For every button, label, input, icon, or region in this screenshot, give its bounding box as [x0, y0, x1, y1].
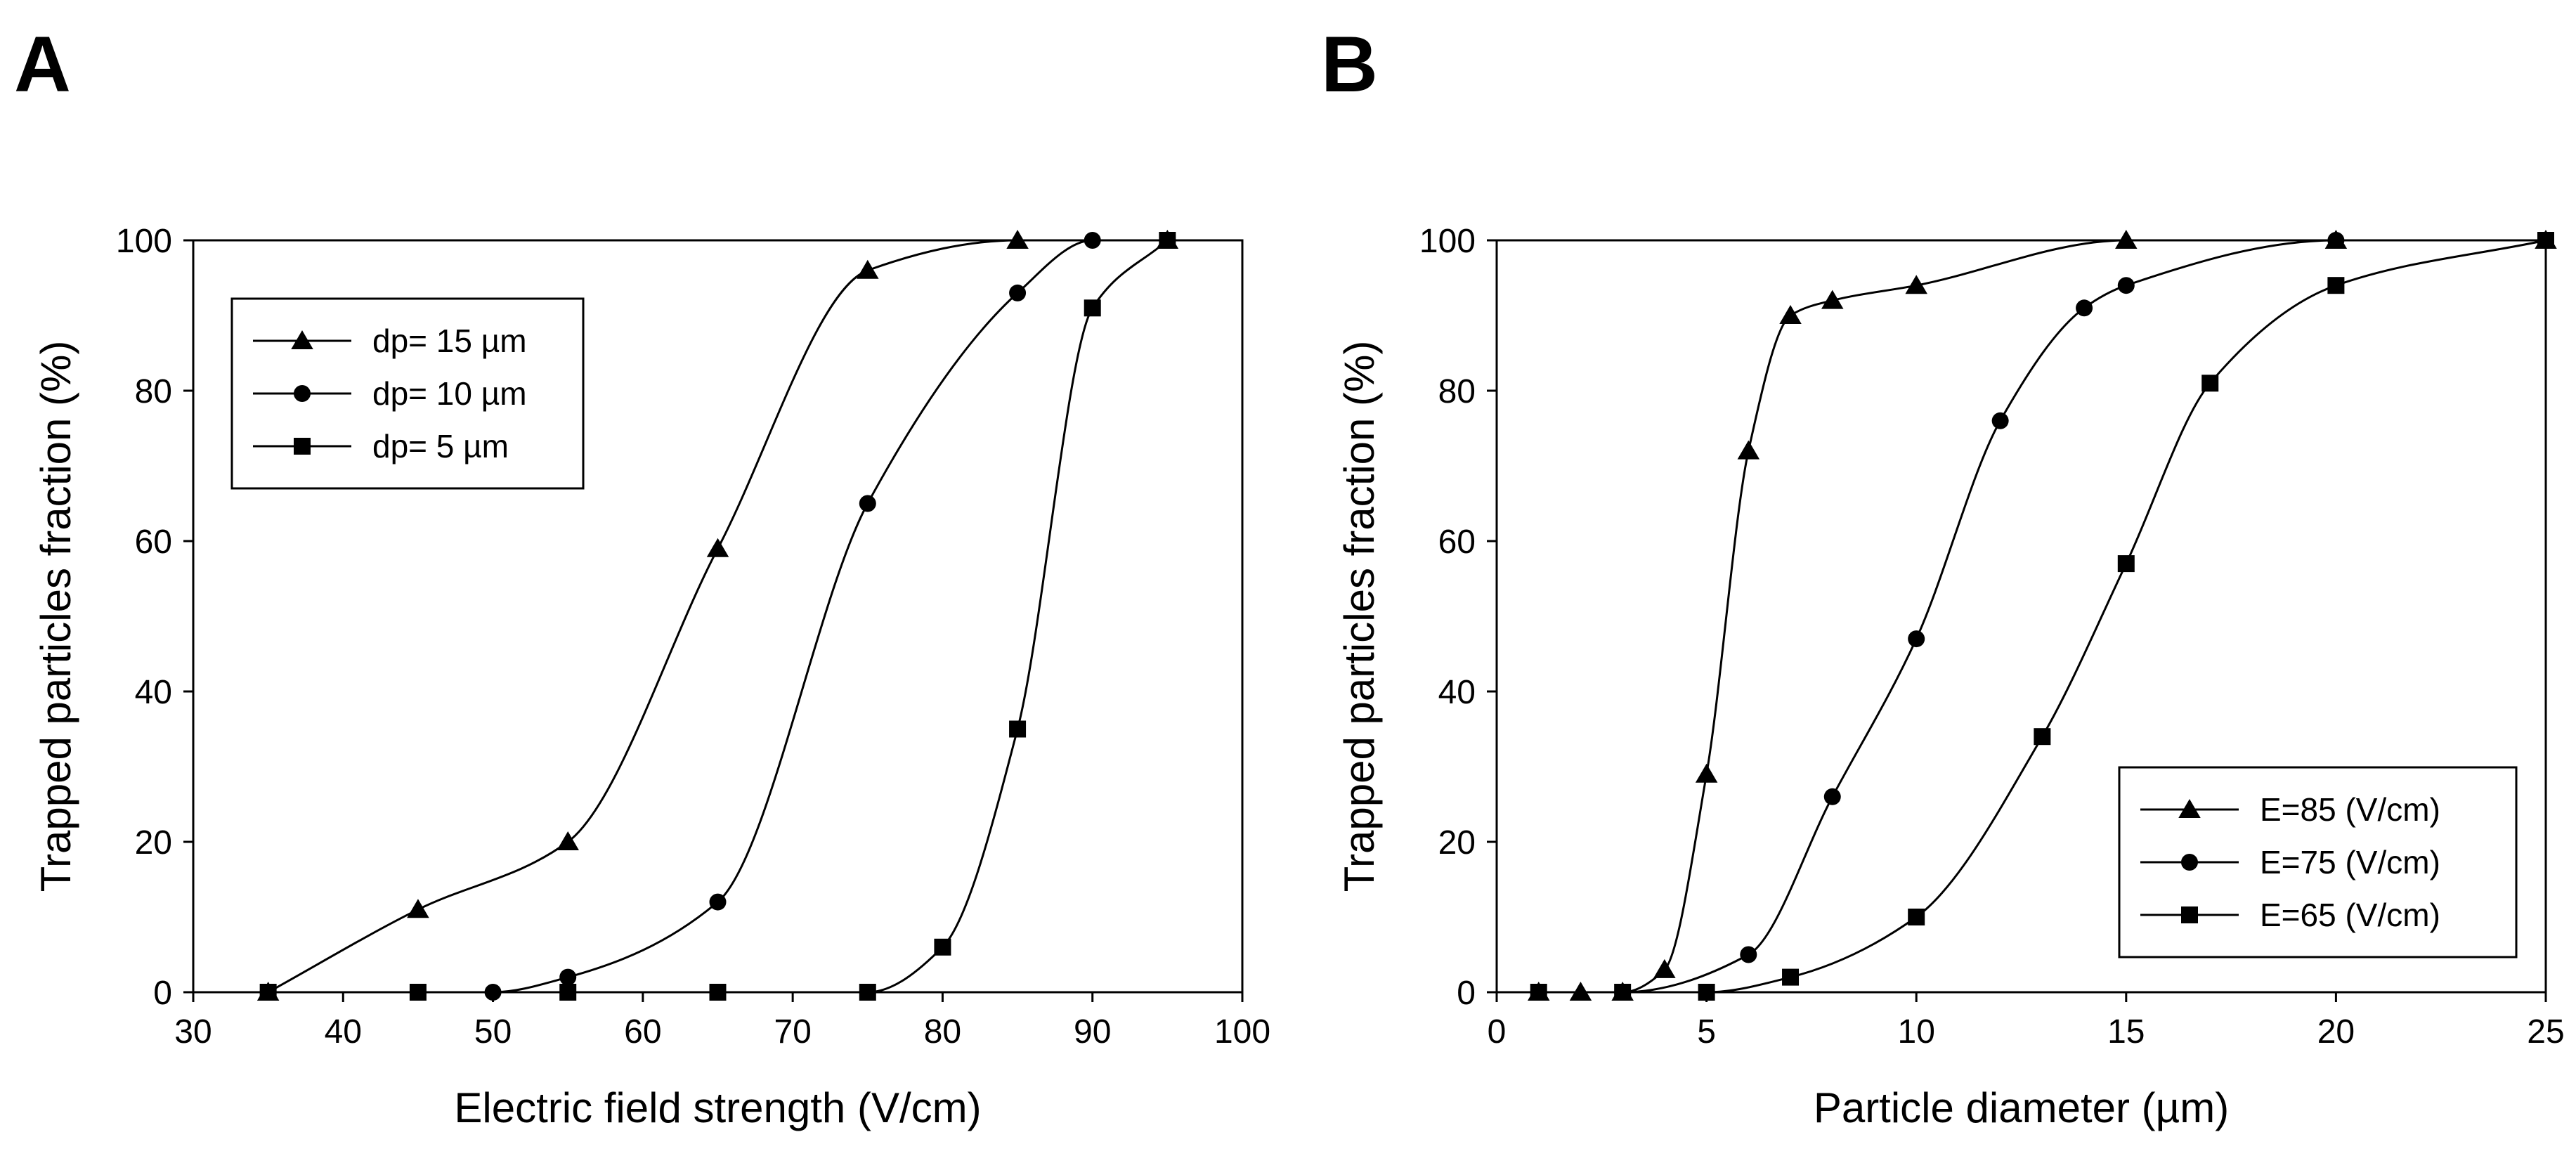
y-tick-label: 0: [153, 975, 172, 1012]
data-point: [2117, 555, 2135, 573]
data-point: [859, 495, 876, 512]
data-point: [559, 968, 577, 986]
data-point: [1737, 440, 1760, 460]
data-point: [1159, 232, 1176, 249]
data-point: [706, 538, 729, 557]
plot-frame: [1495, 239, 2547, 994]
x-tick-label: 50: [474, 1013, 512, 1051]
data-point: [2201, 375, 2219, 392]
x-tick-label: 100: [1214, 1013, 1270, 1051]
legend-marker-circle: [294, 385, 311, 402]
x-tick-label: 70: [774, 1013, 811, 1051]
x-tick-label: 5: [1697, 1013, 1716, 1051]
legend-label: dp= 5 µm: [372, 428, 509, 464]
data-point: [1905, 275, 1927, 294]
data-point: [1779, 305, 1802, 324]
data-point: [1823, 788, 1841, 805]
legend-marker-square: [2181, 906, 2198, 923]
data-point: [1740, 946, 1757, 963]
y-tick-label: 60: [1438, 524, 1476, 561]
x-tick-label: 10: [1898, 1013, 1935, 1051]
series-line: [1538, 239, 2546, 994]
data-point: [1009, 284, 1027, 301]
x-tick-label: 0: [1488, 1013, 1507, 1051]
data-point: [1821, 290, 1844, 309]
data-point: [1991, 412, 2009, 429]
data-point: [1908, 909, 1925, 925]
legend-label: dp= 15 µm: [372, 323, 527, 359]
x-tick-label: 15: [2107, 1013, 2145, 1051]
y-tick-label: 40: [135, 674, 172, 711]
y-tick-label: 40: [1438, 674, 1476, 711]
data-point: [1695, 763, 1718, 783]
y-tick-label: 60: [135, 524, 172, 561]
x-tick-label: 25: [2527, 1013, 2564, 1051]
data-point: [709, 893, 727, 911]
data-point: [1782, 968, 1800, 986]
legend-marker-triangle: [2178, 799, 2201, 818]
y-tick-label: 20: [135, 824, 172, 862]
y-axis-title: Trapped particles fraction (%): [32, 341, 79, 892]
data-point: [1698, 984, 1715, 1001]
y-tick-label: 20: [1438, 824, 1476, 862]
x-tick-label: 60: [624, 1013, 661, 1051]
data-point: [859, 984, 876, 1001]
legend-marker-square: [294, 438, 311, 455]
data-point: [407, 899, 429, 918]
y-tick-label: 100: [1419, 223, 1476, 260]
data-point: [2327, 232, 2345, 249]
chart-panel-a: A 30 40 50 60 70 80 90 100 0 20 40 60 80 100 Electric f…: [14, 20, 1270, 1131]
legend-label: dp= 10 µm: [372, 375, 527, 412]
data-point: [2115, 230, 2138, 249]
data-point: [2327, 277, 2345, 294]
data-point: [934, 938, 951, 956]
data-point: [1084, 232, 1101, 249]
legend: E=85 (V/cm) E=75 (V/cm) E=65 (V/cm): [2118, 766, 2518, 958]
legend-marker-circle: [2181, 854, 2198, 871]
x-axis-title: Electric field strength (V/cm): [454, 1084, 981, 1131]
data-point: [2076, 299, 2093, 317]
y-tick-label: 100: [116, 223, 172, 260]
x-tick-label: 80: [924, 1013, 961, 1051]
data-point: [2537, 232, 2554, 249]
data-point: [559, 984, 577, 1001]
series-line: [268, 239, 1169, 994]
legend-label: E=75 (V/cm): [2260, 844, 2440, 880]
series-square: [259, 232, 1176, 1001]
data-point: [1006, 230, 1029, 249]
data-point: [259, 984, 277, 1001]
legend-marker-triangle: [291, 330, 313, 349]
legend-label: E=85 (V/cm): [2260, 791, 2440, 828]
panel-label: B: [1321, 20, 1378, 108]
y-tick-label: 80: [1438, 373, 1476, 410]
data-point: [1908, 630, 1925, 648]
y-tick-label: 0: [1457, 975, 1476, 1012]
x-axis-title: Particle diameter (µm): [1814, 1084, 2229, 1131]
data-point: [857, 259, 879, 279]
data-point: [2117, 277, 2135, 294]
data-point: [1009, 720, 1027, 738]
x-tick-label: 20: [2317, 1013, 2355, 1051]
data-point: [709, 984, 727, 1001]
y-tick-label: 80: [135, 373, 172, 410]
chart-panel-b: B 0 5 10 15 20 25 0 20 40 60 80 100 Particle diameter…: [1321, 20, 2565, 1131]
y-axis-title: Trapped particles fraction (%): [1336, 341, 1383, 892]
x-tick-label: 40: [325, 1013, 362, 1051]
data-point: [409, 984, 427, 1001]
data-point: [1653, 958, 1676, 978]
panel-label: A: [14, 20, 71, 108]
data-point: [557, 831, 579, 850]
data-point: [1084, 299, 1101, 317]
series-square: [1530, 232, 2554, 1001]
data-point: [1614, 984, 1632, 1001]
x-tick-label: 90: [1074, 1013, 1111, 1051]
x-tick-label: 30: [174, 1013, 212, 1051]
data-point: [2034, 728, 2051, 746]
legend: dp= 15 µm dp= 10 µm dp= 5 µm: [230, 297, 585, 490]
data-point: [1530, 984, 1547, 1001]
legend-label: E=65 (V/cm): [2260, 897, 2440, 933]
